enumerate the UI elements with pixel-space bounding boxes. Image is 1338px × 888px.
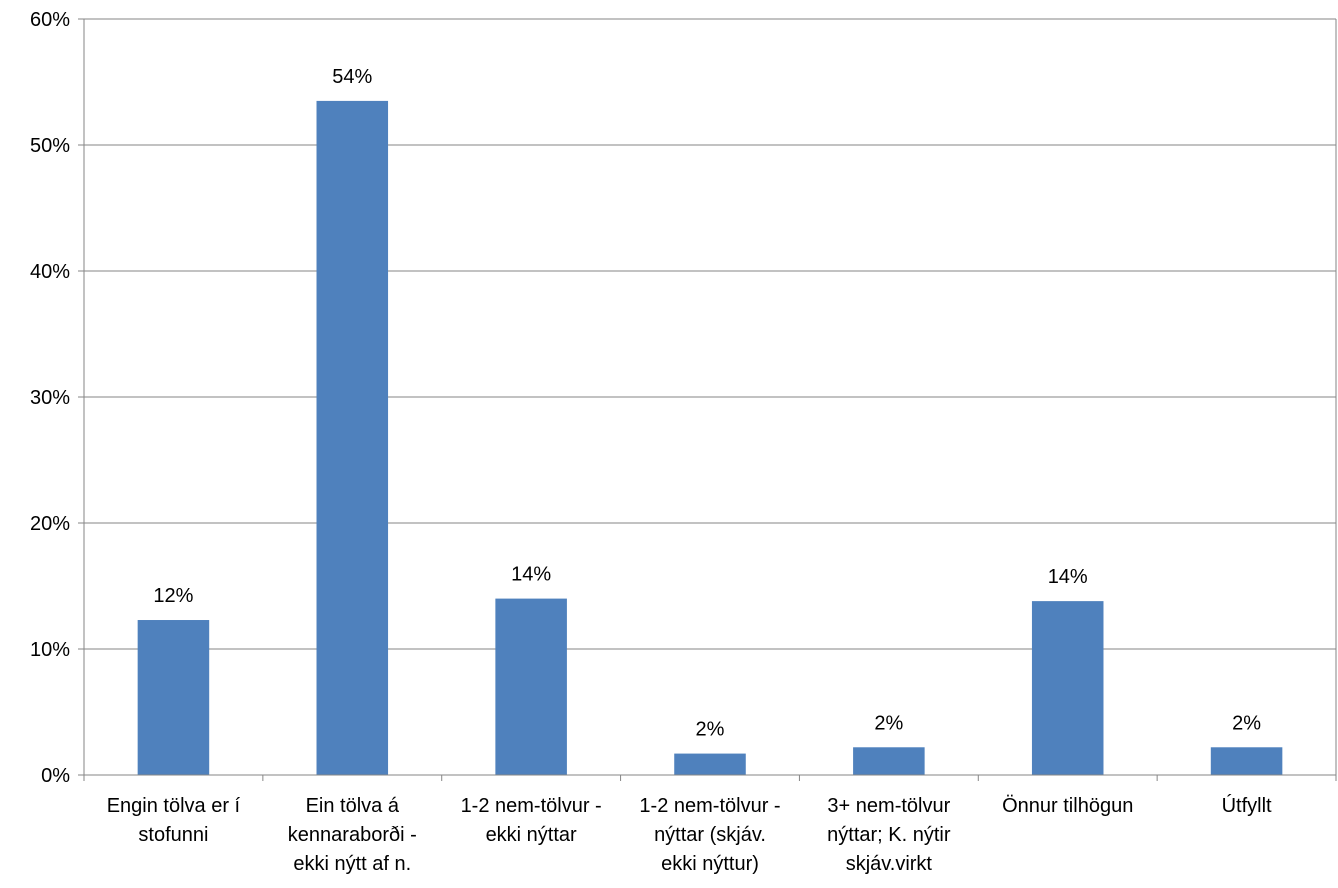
- x-category-label: 1-2 nem-tölvur - ekki nýttar: [461, 795, 602, 846]
- data-labels: 12% 54% 14% 2% 2% 14% 2%: [153, 66, 1261, 741]
- bar: [1031, 601, 1104, 775]
- data-label: 54%: [332, 66, 372, 88]
- x-category-label: 1-2 nem-tölvur - nýttar (skjáv. ekki nýttu…: [639, 795, 780, 875]
- y-tick-label: 40%: [30, 261, 70, 283]
- x-category-label-line: Önnur tilhögun: [1002, 795, 1133, 817]
- y-tick-label: 30%: [30, 387, 70, 409]
- y-axis: 0% 10% 20% 30% 40% 50% 60%: [30, 9, 1337, 787]
- data-label: 2%: [1232, 712, 1261, 734]
- y-tick-label: 10%: [30, 639, 70, 661]
- x-category-label-line: skjáv.virkt: [846, 853, 933, 875]
- data-label: 2%: [696, 719, 725, 741]
- bar: [316, 100, 389, 775]
- x-category-label: Ein tölva á kennaraborði - ekki nýtt af n.: [288, 795, 417, 875]
- bar: [853, 747, 925, 775]
- data-label: 2%: [874, 712, 903, 734]
- x-category-label-line: 3+ nem-tölvur: [827, 795, 950, 817]
- x-category-label-line: ekki nýttur): [661, 853, 759, 875]
- gridlines: [84, 18, 1336, 650]
- bar: [1210, 747, 1283, 775]
- data-label: 14%: [511, 564, 551, 586]
- x-category-label-line: Engin tölva er í: [107, 795, 241, 817]
- x-category-label-line: ekki nýtt af n.: [293, 853, 411, 875]
- data-label: 14%: [1048, 566, 1088, 588]
- x-category-label-line: ekki nýttar: [486, 824, 577, 846]
- y-tick-label: 20%: [30, 513, 70, 535]
- x-category-label-line: 1-2 nem-tölvur -: [461, 795, 602, 817]
- x-category-label: Útfyllt: [1222, 794, 1272, 817]
- bars: [137, 100, 1283, 775]
- y-tick-label: 0%: [41, 765, 70, 787]
- data-label: 12%: [153, 585, 193, 607]
- x-category-label-line: 1-2 nem-tölvur -: [639, 795, 780, 817]
- x-category-label-line: nýttar; K. nýtir: [827, 824, 951, 846]
- x-category-label-line: kennaraborði -: [288, 824, 417, 846]
- x-category-label: Engin tölva er í stofunni: [107, 795, 241, 846]
- x-category-label-line: Ein tölva á: [306, 795, 400, 817]
- x-category-label-line: Útfyllt: [1222, 794, 1272, 817]
- y-tick-label: 50%: [30, 135, 70, 157]
- y-tick-label: 60%: [30, 9, 70, 31]
- x-axis: Engin tölva er í stofunni Ein tölva á kenna…: [83, 774, 1337, 875]
- x-category-label: Önnur tilhögun: [1002, 795, 1133, 817]
- bar: [495, 598, 567, 775]
- bar: [137, 620, 210, 775]
- x-category-label-line: stofunni: [138, 824, 208, 846]
- x-category-label: 3+ nem-tölvur nýttar; K. nýtir skjáv.virkt: [827, 795, 951, 875]
- x-category-label-line: nýttar (skjáv.: [654, 824, 766, 846]
- bar: [674, 753, 746, 775]
